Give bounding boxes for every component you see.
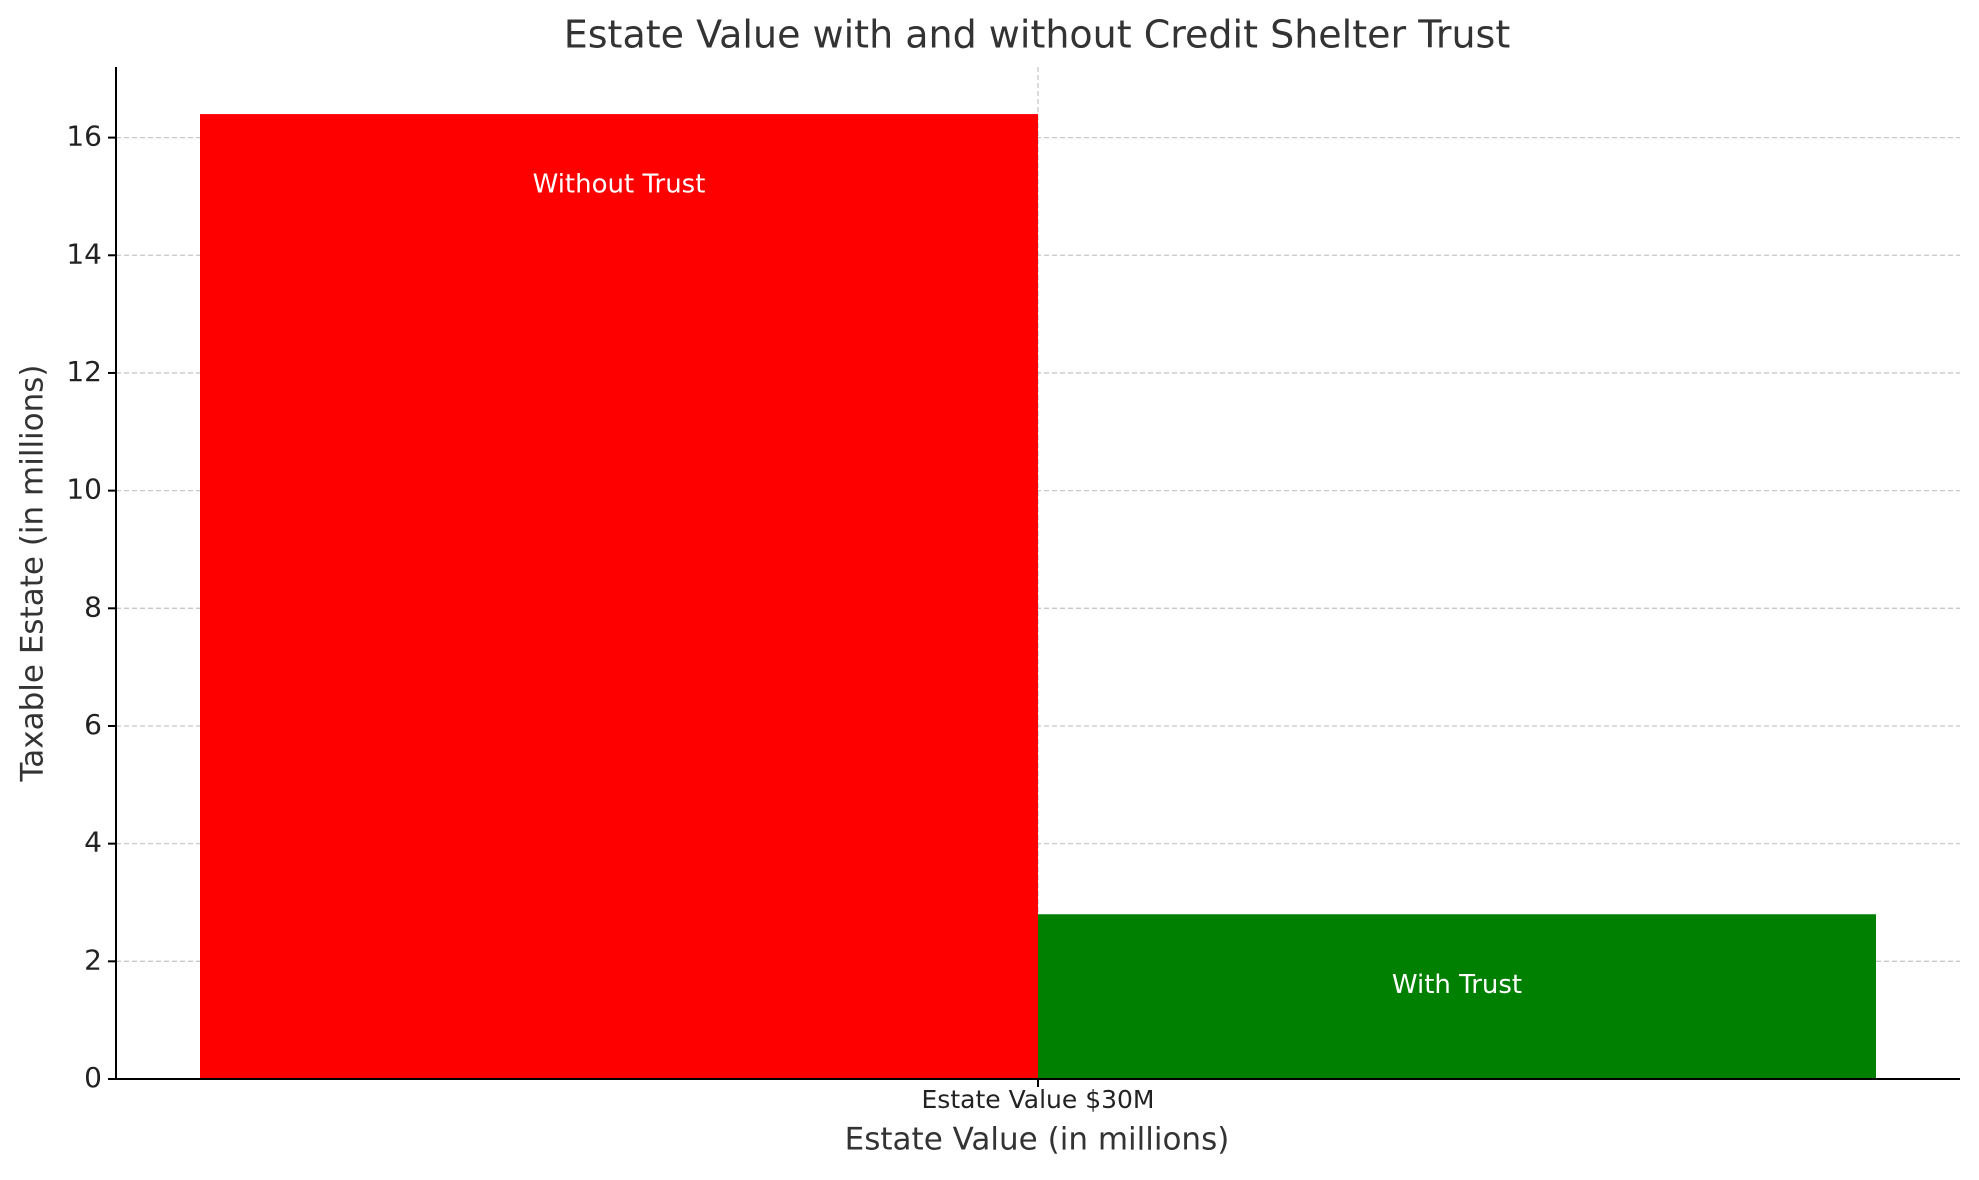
- chart-title: Estate Value with and without Credit She…: [564, 13, 1511, 57]
- y-axis-label: Taxable Estate (in millions): [15, 364, 51, 782]
- y-tick-label: 12: [66, 355, 102, 388]
- y-tick-label: 4: [84, 826, 102, 859]
- bar-label: Without Trust: [533, 170, 706, 200]
- y-tick-label: 0: [84, 1061, 102, 1094]
- y-tick-label: 6: [84, 708, 102, 741]
- y-tick-label: 8: [84, 590, 102, 623]
- y-tick-label: 10: [66, 473, 102, 506]
- x-axis-label: Estate Value (in millions): [845, 1122, 1230, 1158]
- y-tick-label: 14: [66, 237, 102, 270]
- bar: [200, 114, 1038, 1080]
- y-tick-label: 2: [84, 943, 102, 976]
- x-tick-label: Estate Value $30M: [922, 1085, 1155, 1114]
- bar: [1038, 914, 1876, 1079]
- y-tick-label: 16: [66, 120, 102, 153]
- bar-label: With Trust: [1392, 970, 1522, 1000]
